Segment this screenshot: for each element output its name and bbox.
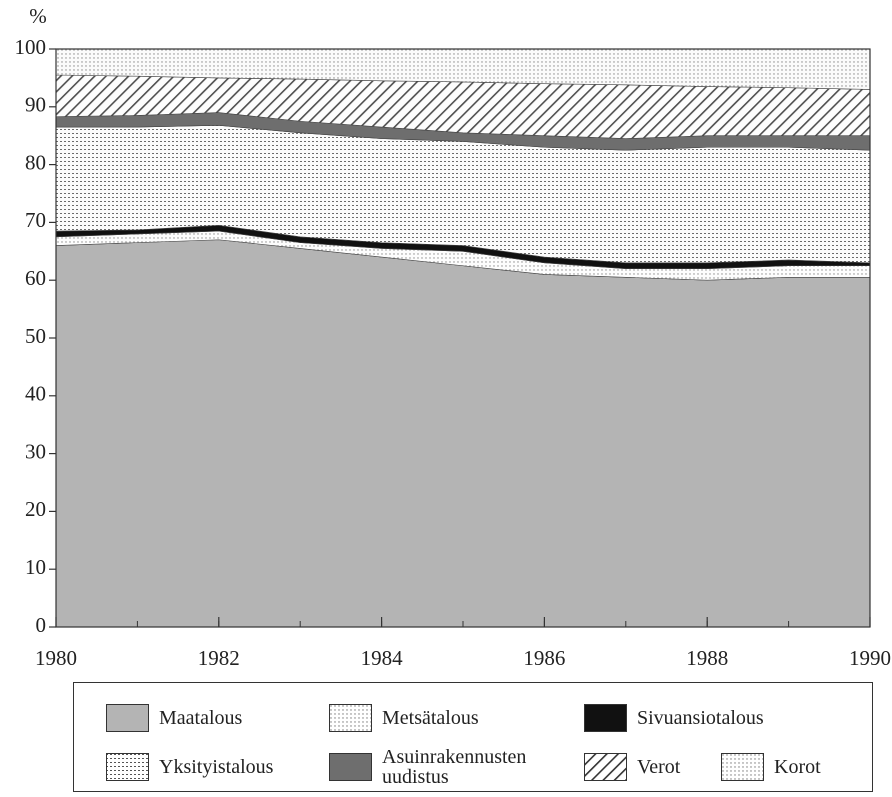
y-tick-label: 70 (25, 208, 46, 232)
y-tick-label: 10 (25, 555, 46, 579)
swatch (584, 753, 627, 781)
area (55, 239, 871, 628)
swatch (721, 753, 764, 781)
swatch (106, 704, 149, 732)
swatch (106, 753, 149, 781)
legend-swatch (584, 704, 627, 732)
legend-swatch (721, 753, 764, 781)
legend-label: Sivuansiotalous (637, 707, 764, 729)
y-tick-label: 40 (25, 382, 46, 406)
y-tick-label: 80 (25, 150, 46, 174)
y-tick-label: 90 (25, 93, 46, 117)
legend-item: Sivuansiotalous (584, 702, 764, 734)
y-axis-label: % (29, 4, 47, 28)
legend-item: Maatalous (106, 702, 242, 734)
legend-swatch (584, 753, 627, 781)
legend-label: Korot (774, 756, 821, 778)
legend: Maatalous Metsätalous Sivuansiotalous Yksit… (73, 682, 873, 792)
y-tick-label: 30 (25, 439, 46, 463)
y-tick-label: 50 (25, 324, 46, 348)
x-tick-label: 1980 (35, 646, 77, 670)
swatch (329, 753, 372, 781)
x-tick-label: 1986 (523, 646, 565, 670)
swatch (329, 704, 372, 732)
y-tick-label: 100 (15, 35, 47, 59)
legend-label: Metsätalous (382, 707, 479, 729)
legend-label: Verot (637, 756, 681, 778)
legend-item: Yksityistalous (106, 751, 273, 783)
legend-label: Maatalous (159, 707, 243, 729)
swatch (584, 704, 627, 732)
legend-label: Yksityistalous (159, 756, 274, 778)
x-tick-label: 1982 (198, 646, 240, 670)
y-tick-label: 60 (25, 266, 46, 290)
x-tick-label: 1984 (361, 646, 404, 670)
legend-item: Asuinrakennusten uudistus (329, 747, 552, 787)
legend-label: Asuinrakennusten uudistus (382, 746, 527, 788)
legend-swatch (106, 753, 149, 781)
legend-item: Metsätalous (329, 702, 479, 734)
x-tick-label: 1988 (686, 646, 728, 670)
y-tick-label: 0 (36, 613, 47, 637)
legend-swatch (329, 753, 372, 781)
legend-item: Verot (584, 751, 680, 783)
x-tick-label: 1990 (849, 646, 891, 670)
legend-item: Korot (721, 751, 821, 783)
legend-swatch (106, 704, 149, 732)
legend-swatch (329, 704, 372, 732)
y-tick-label: 20 (25, 497, 46, 521)
